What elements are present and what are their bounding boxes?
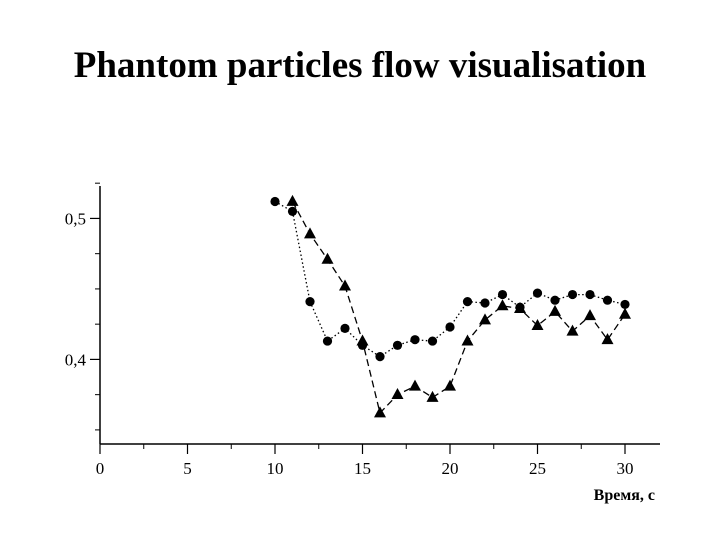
triangle-marker <box>286 194 299 206</box>
triangle-marker <box>514 302 526 314</box>
circle-marker <box>462 297 473 307</box>
triangle-marker <box>304 227 316 239</box>
triangle-marker <box>566 324 579 336</box>
circle-marker <box>567 289 578 300</box>
triangle-marker <box>531 318 544 330</box>
triangle-marker <box>409 379 421 391</box>
x-tick-label: 15 <box>354 459 371 478</box>
circle-marker <box>340 323 350 333</box>
triangle-marker <box>391 388 404 400</box>
circle-marker <box>532 288 543 298</box>
y-tick-label: 0,5 <box>65 209 86 228</box>
x-tick-label: 10 <box>267 459 284 478</box>
x-tick-label: 0 <box>96 459 105 478</box>
triangle-marker <box>619 307 631 319</box>
triangle-marker <box>356 334 369 346</box>
x-tick-label: 5 <box>183 459 192 478</box>
x-tick-label: 25 <box>529 459 546 478</box>
circle-marker <box>427 336 438 346</box>
triangle-marker <box>549 304 561 316</box>
circle-marker <box>602 295 613 305</box>
triangle-marker <box>496 299 509 311</box>
triangle-marker <box>601 333 614 345</box>
circle-marker <box>287 206 298 216</box>
series-group <box>270 194 631 418</box>
circle-marker <box>585 289 595 300</box>
triangle-marker <box>444 379 456 391</box>
x-tick-label: 30 <box>617 459 634 478</box>
circle-marker <box>392 340 403 350</box>
circle-marker <box>620 299 630 310</box>
circle-marker <box>375 351 385 362</box>
circle-marker <box>305 297 315 307</box>
triangle-marker <box>461 334 474 346</box>
series-2-line <box>291 201 626 415</box>
triangle-marker <box>584 309 596 321</box>
triangle-marker <box>339 279 351 291</box>
circle-marker <box>410 335 420 345</box>
y-tick-label: 0,4 <box>65 350 87 369</box>
slide-title: Phantom particles flow visualisation <box>73 45 647 86</box>
circle-marker <box>322 336 333 346</box>
x-axis-label: Время, с <box>594 487 655 504</box>
circle-marker <box>550 295 560 305</box>
circle-marker <box>270 196 280 207</box>
triangle-marker <box>479 313 491 325</box>
circle-marker <box>497 289 508 300</box>
triangle-marker <box>321 252 334 264</box>
triangle-marker <box>374 406 386 418</box>
axes: 0,4 0,5 0 5 10 15 20 25 30 <box>65 182 660 478</box>
circle-marker <box>480 298 490 308</box>
circle-marker <box>445 322 455 332</box>
triangle-marker <box>426 390 439 402</box>
x-tick-label: 20 <box>442 459 459 478</box>
